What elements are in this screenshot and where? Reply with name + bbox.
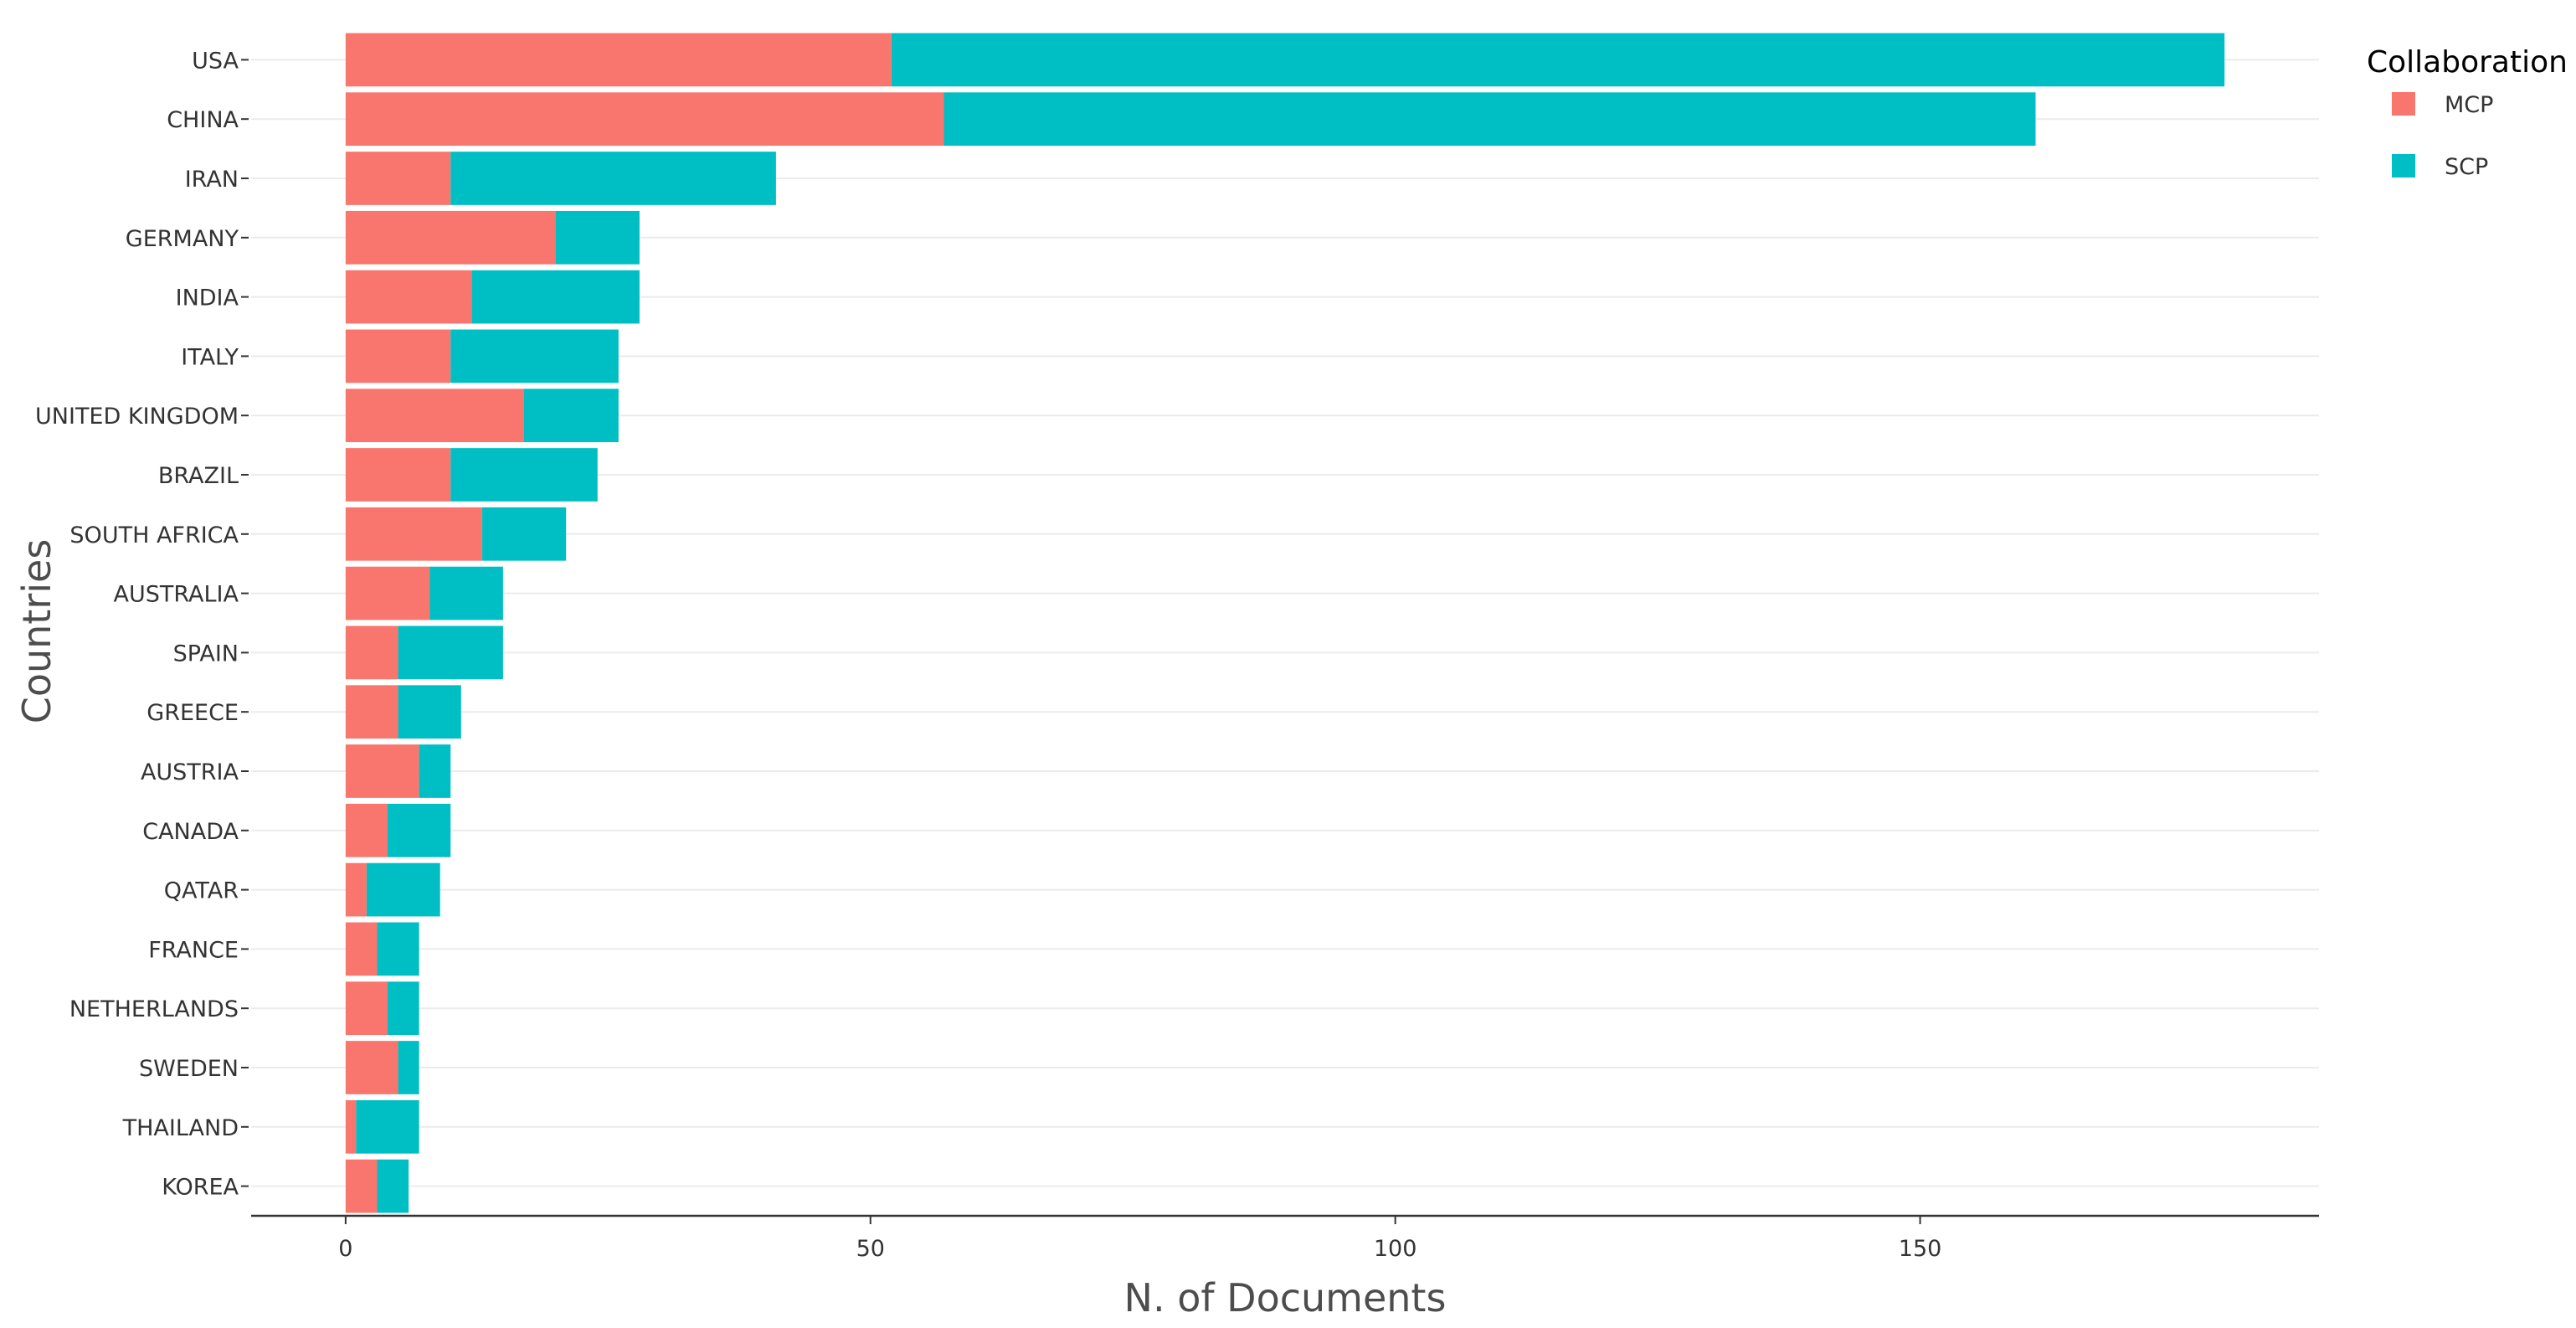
bar-scp — [450, 329, 619, 383]
x-tick-label: 0 — [338, 1236, 352, 1262]
y-tick-label: GERMANY — [126, 226, 239, 252]
bar-scp — [471, 270, 640, 324]
legend-title: Collaboration — [2367, 45, 2568, 80]
y-axis-title: Countries — [14, 539, 59, 724]
bar-mcp — [345, 448, 451, 502]
y-tick-label: NETHERLANDS — [69, 996, 239, 1022]
y-tick-label: SPAIN — [173, 641, 239, 667]
bar-mcp — [345, 862, 367, 917]
y-axis-ticks: USA CHINA IRAN GERMANY INDIA ITALY UNITED KING… — [35, 48, 249, 1201]
bar-scp — [377, 1159, 409, 1213]
bar-mcp — [345, 981, 388, 1036]
bar-scp — [377, 922, 419, 976]
y-tick-label: SOUTH AFRICA — [69, 522, 239, 548]
bar-scp — [450, 448, 598, 502]
x-tick-label: 50 — [856, 1236, 885, 1262]
bar-mcp — [345, 507, 482, 561]
bar-scp — [366, 862, 440, 917]
x-axis-title: N. of Documents — [1124, 1275, 1447, 1320]
y-tick-label: FRANCE — [148, 937, 239, 963]
bar-scp — [523, 389, 619, 443]
y-tick-label: BRAZIL — [158, 463, 239, 489]
y-tick-label: CANADA — [142, 819, 239, 845]
bar-mcp — [345, 744, 419, 798]
bar-scp — [429, 566, 503, 620]
bar-mcp — [345, 685, 398, 739]
y-tick-label: QATAR — [164, 878, 239, 904]
legend-label-mcp: MCP — [2445, 92, 2493, 118]
y-tick-label: AUSTRALIA — [114, 582, 239, 608]
bar-mcp — [345, 922, 378, 976]
legend-key-scp — [2392, 154, 2415, 178]
y-tick-label: INDIA — [176, 286, 239, 311]
y-tick-label: IRAN — [185, 167, 239, 193]
x-tick-label: 100 — [1374, 1236, 1417, 1262]
bars — [345, 33, 2225, 1213]
bar-scp — [356, 1099, 419, 1154]
legend-key-mcp — [2392, 92, 2415, 116]
bar-mcp — [345, 1159, 378, 1213]
y-tick-label: UNITED KINGDOM — [35, 404, 239, 430]
bar-scp — [387, 981, 419, 1036]
bar-scp — [398, 625, 503, 680]
y-tick-label: AUSTRIA — [141, 759, 239, 785]
bar-mcp — [345, 210, 556, 265]
y-tick-label: GREECE — [147, 700, 239, 726]
legend: Collaboration MCP SCP — [2367, 45, 2568, 180]
bar-scp — [387, 803, 451, 857]
bar-mcp — [345, 1099, 357, 1154]
y-tick-label: SWEDEN — [139, 1056, 239, 1082]
bar-mcp — [345, 389, 524, 443]
y-tick-label: KOREA — [162, 1175, 239, 1201]
legend-label-scp: SCP — [2445, 154, 2488, 180]
bar-scp — [944, 92, 2036, 147]
y-tick-label: CHINA — [167, 107, 239, 133]
bar-mcp — [345, 1041, 398, 1094]
y-tick-label: THAILAND — [122, 1115, 239, 1141]
y-tick-label: USA — [192, 48, 239, 74]
bar-mcp — [345, 92, 944, 147]
x-tick-label: 150 — [1899, 1236, 1942, 1262]
bar-mcp — [345, 625, 398, 680]
bar-scp — [891, 33, 2225, 87]
bar-scp — [398, 1041, 419, 1094]
bar-mcp — [345, 566, 430, 620]
bar-scp — [398, 685, 461, 739]
bar-mcp — [345, 33, 892, 87]
y-tick-label: ITALY — [181, 344, 239, 370]
bar-scp — [481, 507, 567, 561]
bar-scp — [450, 152, 776, 205]
bar-mcp — [345, 270, 472, 324]
bar-mcp — [345, 152, 451, 205]
x-axis-ticks: 0 50 100 150 — [338, 1216, 1941, 1262]
bar-mcp — [345, 329, 451, 383]
bar-scp — [419, 744, 451, 798]
bar-scp — [555, 210, 640, 265]
bar-mcp — [345, 803, 388, 857]
